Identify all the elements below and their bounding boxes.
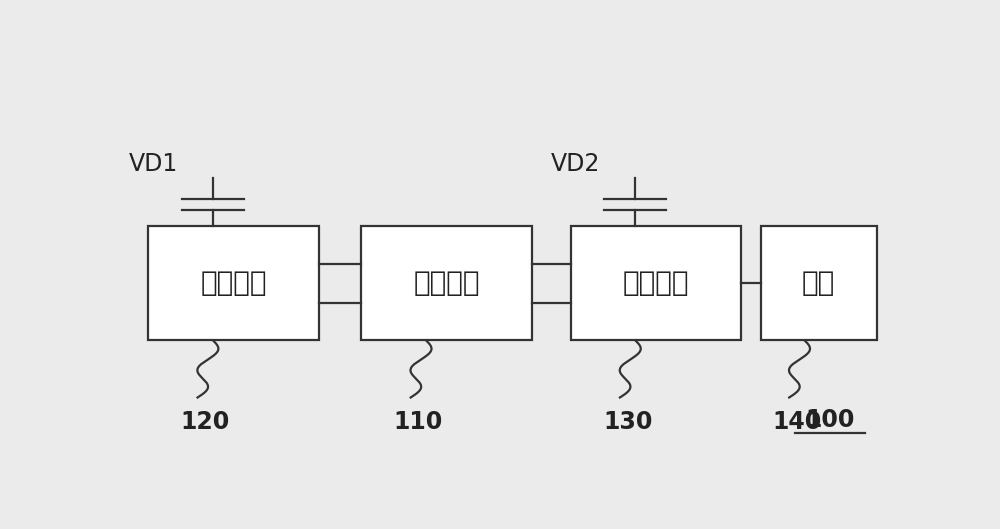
Text: VD2: VD2 [551, 152, 601, 176]
Text: 140: 140 [772, 410, 822, 434]
Text: 电隔离器: 电隔离器 [413, 269, 480, 297]
Text: VD1: VD1 [129, 152, 178, 176]
Text: 130: 130 [603, 410, 652, 434]
Text: 负载: 负载 [802, 269, 835, 297]
Bar [571, 226, 741, 341]
Text: 110: 110 [394, 410, 443, 434]
Text: 第二电路: 第二电路 [623, 269, 689, 297]
Text: 120: 120 [181, 410, 230, 434]
Bar [761, 226, 877, 341]
Text: 100: 100 [806, 408, 855, 432]
Bar [148, 226, 319, 341]
Text: 第一电路: 第一电路 [200, 269, 267, 297]
Bar [361, 226, 532, 341]
